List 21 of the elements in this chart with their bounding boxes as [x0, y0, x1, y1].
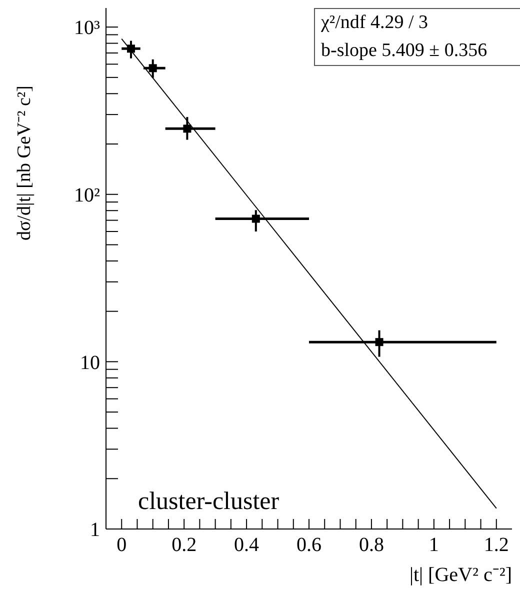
annotation: b-slope 5.409 ± 0.356	[321, 39, 488, 63]
y-tick-label: 10²	[74, 184, 100, 206]
point	[375, 338, 384, 346]
point	[148, 64, 157, 72]
point	[183, 124, 192, 133]
point	[126, 44, 135, 53]
annotation: χ²/ndf 4.29 / 3	[321, 11, 430, 35]
x-tick-label: 0.2	[172, 534, 197, 556]
x-tick-label: 0.8	[358, 534, 384, 556]
x-tick-label: 0	[116, 534, 127, 556]
point	[252, 214, 260, 223]
x-tick-label: 1	[428, 534, 439, 556]
x-tick-label: 0.4	[234, 534, 260, 556]
y-tick-label: 10³	[74, 17, 100, 40]
x-tick-label: 1.2	[484, 534, 509, 556]
y-axis-title: dσ/d|t| [nb GeV⁻² c²]	[14, 85, 35, 241]
x-tick-label: 0.6	[296, 534, 322, 556]
y-tick-label: 10	[80, 352, 100, 374]
y-tick-label: 1	[90, 519, 100, 542]
annotation: cluster-cluster	[138, 488, 280, 516]
x-axis-title: |t| [GeV² c⁻²]	[409, 564, 512, 586]
